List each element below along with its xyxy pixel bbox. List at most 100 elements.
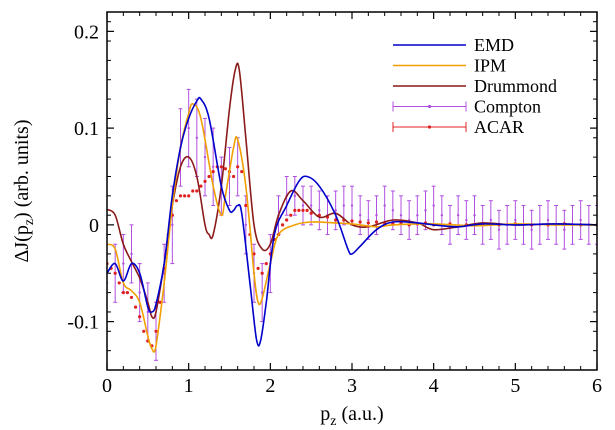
y-axis-title-sub: z xyxy=(22,219,37,225)
legend-label-ipm: IPM xyxy=(474,56,506,76)
series-acar-point xyxy=(297,208,301,212)
series-acar-point xyxy=(223,167,228,171)
series-acar-point xyxy=(117,281,121,285)
x-tick-label: 6 xyxy=(592,375,602,397)
series-acar-point xyxy=(142,329,146,333)
x-tick-label: 2 xyxy=(265,375,275,397)
series-acar-point xyxy=(374,220,379,224)
series-compton-point xyxy=(382,185,387,226)
series-drummond-line xyxy=(107,62,597,320)
series-compton-point xyxy=(562,209,567,250)
y-tick-label: 0.1 xyxy=(74,118,99,140)
series-compton-point xyxy=(129,224,134,284)
y-axis-title-pre: ΔJ(p xyxy=(11,225,33,262)
series-ipm-line xyxy=(107,102,597,353)
series-acar-point xyxy=(260,271,264,275)
legend-entry-emd: EMD xyxy=(393,35,514,55)
x-axis-title-sub: z xyxy=(330,414,336,429)
x-tick-label: 4 xyxy=(429,375,439,397)
series-acar-point xyxy=(252,252,256,256)
series-compton-point xyxy=(203,117,207,197)
series-compton-point xyxy=(407,200,412,240)
series-compton-point xyxy=(513,200,518,240)
series-acar-point xyxy=(121,290,125,295)
series-acar-point xyxy=(264,261,268,266)
series-acar-point xyxy=(301,208,305,212)
y-tick-label: 0 xyxy=(89,215,99,237)
series-acar-point xyxy=(158,300,162,304)
series-acar-point xyxy=(309,211,313,215)
series-compton-point xyxy=(292,175,297,216)
series-acar-point xyxy=(285,218,289,222)
series-acar-point xyxy=(203,179,207,183)
y-tick-label: -0.1 xyxy=(67,312,99,334)
series-acar-point xyxy=(178,194,183,198)
series-acar-point xyxy=(305,208,309,212)
legend-label-acar: ACAR xyxy=(474,117,524,137)
series-acar-point xyxy=(174,199,179,203)
y-axis-title-post: ) (arb. units) xyxy=(11,120,33,219)
legend-entry-ipm: IPM xyxy=(393,56,506,76)
series-acar-point xyxy=(358,220,362,224)
series-compton-point xyxy=(415,195,420,236)
ticks-layer: 0 1 2 3 4 5 6 -0.1 0 0.1 0.2 xyxy=(67,12,602,397)
series-compton-point xyxy=(366,200,371,240)
series-compton-point xyxy=(488,200,493,240)
series-compton-point xyxy=(301,185,305,226)
series-compton-point xyxy=(439,195,444,236)
series-compton-point xyxy=(399,195,403,236)
series-acar-point xyxy=(199,184,203,188)
legend-entry-drummond: Drummond xyxy=(393,76,557,96)
series-acar-point xyxy=(113,271,117,275)
series-acar-point xyxy=(195,189,199,193)
legend-entry-acar: ACAR xyxy=(392,117,524,137)
series-compton-point xyxy=(431,185,436,226)
series-acar-point xyxy=(154,329,158,333)
x-axis-title-rest: (a.u.) xyxy=(337,403,384,425)
series-acar-point xyxy=(207,174,211,179)
series-compton-point xyxy=(317,190,322,231)
series-acar-point xyxy=(138,315,142,319)
legend-label-drummond: Drummond xyxy=(474,76,557,96)
series-acar-point xyxy=(280,223,285,227)
series-acar-point xyxy=(133,305,138,309)
legend-swatch-acar xyxy=(392,122,467,132)
series-compton-point xyxy=(350,185,354,226)
legend-entry-compton: Compton xyxy=(392,97,541,117)
series-acar-point xyxy=(236,165,240,169)
series-compton-point xyxy=(578,200,583,240)
series-compton-point xyxy=(309,185,314,226)
x-tick-label: 1 xyxy=(184,375,194,397)
series-compton-point xyxy=(358,195,363,236)
legend-label-compton: Compton xyxy=(474,97,541,117)
series-acar-point xyxy=(182,194,187,198)
x-tick-label: 0 xyxy=(102,375,112,397)
series-acar-point xyxy=(293,208,297,212)
x-axis-title-base: p xyxy=(320,403,330,425)
series-acar-point xyxy=(289,213,293,217)
series-acar-point xyxy=(187,194,191,198)
series-compton-point xyxy=(456,195,461,236)
series-compton-point xyxy=(546,200,550,240)
series-acar-point xyxy=(125,290,130,295)
series-compton-point xyxy=(464,200,469,240)
x-tick-label: 3 xyxy=(347,375,357,397)
series-acar-point xyxy=(219,165,223,169)
series-acar-point xyxy=(240,170,244,174)
series-acar-point xyxy=(231,174,236,179)
series-compton-point xyxy=(374,195,379,236)
series-compton-point xyxy=(186,88,191,168)
series-compton-point xyxy=(497,209,501,250)
x-tick-label: 5 xyxy=(510,375,520,397)
series-acar-point xyxy=(191,189,195,193)
series-acar-point xyxy=(244,203,248,208)
series-compton-point xyxy=(529,209,534,250)
y-axis-title: ΔJ(pz) (arb. units) xyxy=(11,120,37,263)
series-acar-point xyxy=(366,221,370,225)
series-acar-point xyxy=(350,219,354,223)
x-axis-title: pz (a.u.) xyxy=(320,403,383,429)
series-acar-point xyxy=(334,218,338,222)
legend-swatch-compton xyxy=(392,101,467,112)
